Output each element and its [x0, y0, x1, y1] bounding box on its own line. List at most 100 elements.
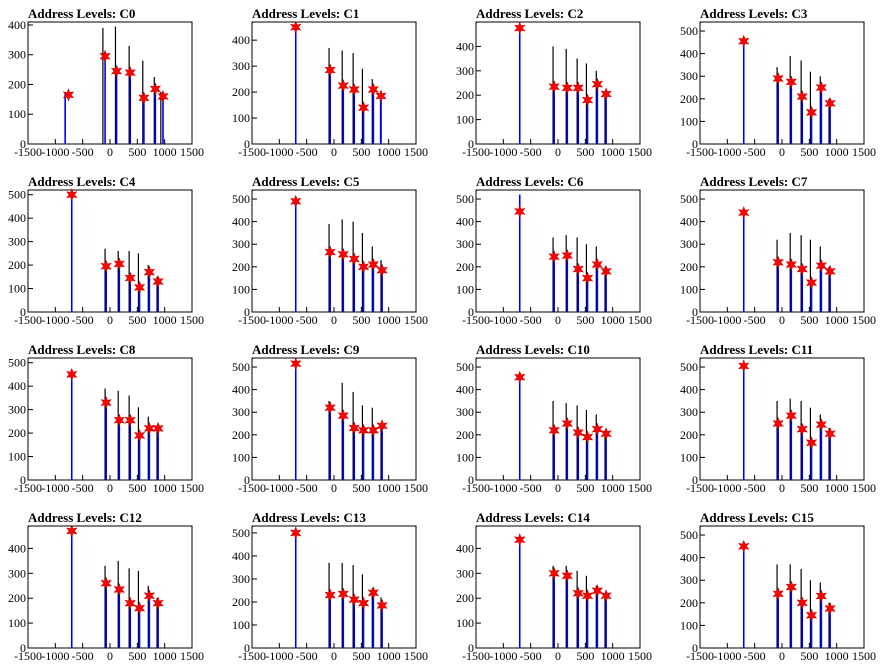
plot-frame [27, 21, 193, 145]
x-tick-label: -1000 [713, 481, 741, 495]
plot-frame [475, 189, 641, 313]
x-tick-label: -1000 [265, 313, 293, 327]
x-tick-label: -500 [296, 145, 318, 159]
y-tick-label: 300 [232, 572, 250, 586]
star-marker [324, 400, 336, 415]
star-marker [581, 271, 594, 285]
star-marker [548, 249, 560, 264]
star-marker [513, 21, 526, 35]
star-marker [815, 80, 828, 95]
y-tick-label: 100 [680, 114, 698, 128]
chart-title: Address Levels: C8 [28, 342, 136, 357]
star-marker [561, 416, 574, 431]
chart-panel: 0 100 200 300 400 500 -1500 -1000 -500 0 500 1000 15… [672, 336, 896, 504]
x-tick-label: 500 [352, 649, 370, 663]
star-marker [824, 96, 836, 111]
star-marker [600, 426, 612, 441]
chart-plot: 0 100 200 300 400 500 -1500 -1000 -500 0 500 1000 15… [680, 357, 876, 495]
star-marker [100, 395, 112, 410]
x-tick-label: -1500 [462, 649, 490, 663]
x-tick-label: 1000 [153, 145, 177, 159]
star-marker [113, 257, 126, 271]
x-tick-label: -500 [72, 145, 94, 159]
x-tick-label: 0 [107, 313, 113, 327]
y-tick-label: 500 [680, 192, 698, 206]
star-marker [796, 262, 809, 276]
x-tick-label: 1000 [601, 313, 625, 327]
plot-frame [475, 21, 641, 145]
y-tick-label: 400 [456, 215, 474, 229]
plot-frame [251, 357, 417, 481]
star-marker [376, 598, 388, 613]
x-tick-label: -1500 [238, 145, 266, 159]
y-tick-label: 300 [680, 573, 698, 587]
star-marker [581, 93, 594, 107]
star-marker [357, 423, 370, 438]
x-tick-label: 1000 [601, 481, 625, 495]
x-tick-label: 0 [555, 481, 561, 495]
y-tick-label: 400 [232, 33, 250, 47]
x-tick-label: -1000 [41, 313, 69, 327]
x-tick-label: 500 [576, 649, 594, 663]
x-tick-label: -1000 [489, 313, 517, 327]
x-tick-label: -500 [296, 313, 318, 327]
star-marker [324, 63, 336, 77]
x-tick-label: 1000 [825, 481, 849, 495]
star-marker [367, 82, 380, 97]
y-tick-label: 200 [456, 88, 474, 102]
y-tick-label: 100 [680, 450, 698, 464]
y-tick-label: 0 [20, 305, 26, 319]
star-marker [357, 596, 370, 610]
y-tick-label: 100 [232, 618, 250, 632]
x-tick-label: 1000 [153, 649, 177, 663]
x-tick-label: -500 [520, 481, 542, 495]
x-tick-label: 1500 [628, 649, 652, 663]
y-tick-label: 400 [456, 541, 474, 555]
y-tick-label: 500 [680, 528, 698, 542]
x-tick-label: -1500 [14, 313, 42, 327]
chart-title: Address Levels: C3 [700, 6, 808, 21]
chart-panel: 0 100 200 300 400 500 -1500 -1000 -500 0 500 1000 15… [448, 336, 672, 504]
star-marker [337, 408, 350, 423]
star-marker [152, 596, 164, 610]
chart-plot: 0 100 200 300 400 500 -1500 -1000 -500 0 500 1000 15… [456, 189, 652, 327]
x-tick-label: 1000 [377, 313, 401, 327]
y-tick-label: 400 [456, 383, 474, 397]
star-marker [785, 75, 798, 89]
x-tick-label: -1000 [713, 649, 741, 663]
x-tick-label: -1500 [238, 481, 266, 495]
star-marker [805, 435, 818, 450]
x-tick-label: -1500 [14, 481, 42, 495]
star-marker [772, 587, 784, 601]
star-marker [100, 576, 112, 590]
star-marker [591, 257, 604, 272]
star-marker [824, 426, 836, 441]
plot-frame [699, 189, 865, 313]
x-tick-label: -1500 [14, 649, 42, 663]
x-tick-label: 1000 [601, 649, 625, 663]
star-marker [772, 416, 784, 431]
y-tick-label: 100 [8, 107, 26, 121]
star-marker [572, 81, 585, 95]
y-tick-label: 300 [8, 566, 26, 580]
star-marker [65, 367, 78, 382]
x-tick-label: -1500 [14, 145, 42, 159]
x-tick-label: -500 [520, 313, 542, 327]
star-marker [113, 582, 126, 597]
x-tick-label: -500 [744, 649, 766, 663]
star-marker [367, 586, 380, 600]
star-marker [737, 205, 750, 220]
x-tick-label: 500 [352, 481, 370, 495]
star-marker [513, 532, 526, 547]
chart-plot: 0 100 200 300 400 500 -1500 -1000 -500 0 500 1000 15… [456, 357, 652, 495]
x-tick-label: 1500 [852, 481, 876, 495]
y-tick-label: 500 [680, 24, 698, 38]
y-tick-label: 0 [468, 641, 474, 655]
y-tick-label: 0 [244, 137, 250, 151]
chart-panel: 0 100 200 300 400 500 -1500 -1000 -500 0 500 1000 15… [448, 168, 672, 336]
x-tick-label: 0 [331, 481, 337, 495]
y-tick-label: 400 [8, 18, 26, 32]
star-marker [772, 255, 784, 270]
x-tick-label: -1500 [238, 313, 266, 327]
x-tick-label: 1500 [180, 649, 204, 663]
